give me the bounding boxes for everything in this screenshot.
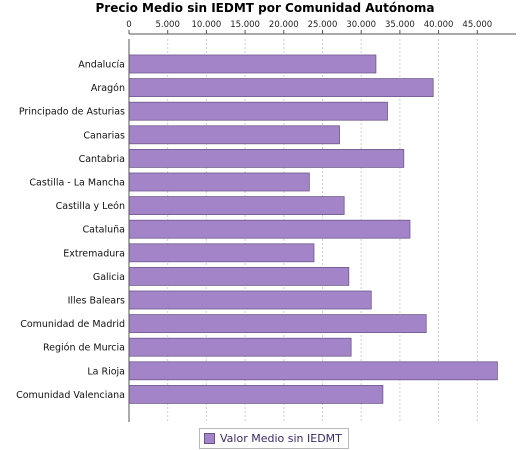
x-tick-label: 0	[126, 20, 131, 30]
legend-label: Valor Medio sin IEDMT	[220, 432, 342, 445]
x-tick-label: 40.000	[424, 20, 454, 30]
category-label: Canarias	[83, 130, 125, 141]
bar	[128, 219, 411, 239]
bar	[128, 101, 388, 121]
category-label: Extremadura	[63, 248, 125, 259]
legend-swatch	[204, 433, 215, 444]
bar	[128, 196, 345, 216]
bar	[128, 243, 315, 263]
bar	[128, 125, 340, 145]
bar	[128, 54, 377, 74]
category-label: Cataluña	[82, 225, 125, 236]
bars	[128, 54, 498, 404]
x-tick-label: 45.000	[462, 20, 492, 30]
legend: Valor Medio sin IEDMT	[199, 428, 349, 449]
x-tick-label: 30.000	[346, 20, 376, 30]
bar	[128, 384, 384, 404]
category-label: Galicia	[93, 272, 125, 283]
category-label: Cantabria	[79, 154, 125, 165]
category-label: Illes Balears	[68, 296, 125, 307]
bar	[128, 172, 310, 192]
category-label: Comunidad Valenciana	[16, 390, 125, 401]
x-tick-label: 25.000	[308, 20, 338, 30]
bar	[128, 337, 352, 357]
category-label: Castilla - La Mancha	[29, 178, 125, 189]
bar	[128, 148, 405, 168]
bar	[128, 78, 434, 97]
category-label: Aragón	[91, 83, 125, 94]
x-axis-ticks: 0 5.000 10.000 15.000 20.000 25.000 30.000 35.0…	[126, 20, 516, 35]
category-label: Andalucía	[78, 60, 125, 71]
x-tick-label: 5.000	[156, 20, 180, 30]
category-label: Comunidad de Madrid	[20, 319, 125, 330]
y-axis-labels: Andalucía Aragón Principado de Asturias Can…	[16, 60, 125, 401]
x-tick-label: 10.000	[192, 20, 222, 30]
bar	[128, 266, 350, 286]
x-tick-label: 35.000	[385, 20, 415, 30]
chart-title: Precio Medio sin IEDMT por Comunidad Aut…	[96, 1, 435, 15]
x-tick-label: 20.000	[269, 20, 299, 30]
category-label: Castilla y León	[56, 201, 125, 212]
category-label: La Rioja	[87, 366, 125, 377]
category-label: Región de Murcia	[43, 343, 125, 354]
x-tick-label: 15.000	[230, 20, 260, 30]
bar	[128, 361, 498, 381]
bar	[128, 314, 427, 334]
bar	[128, 290, 372, 310]
category-label: Principado de Asturias	[19, 107, 125, 118]
